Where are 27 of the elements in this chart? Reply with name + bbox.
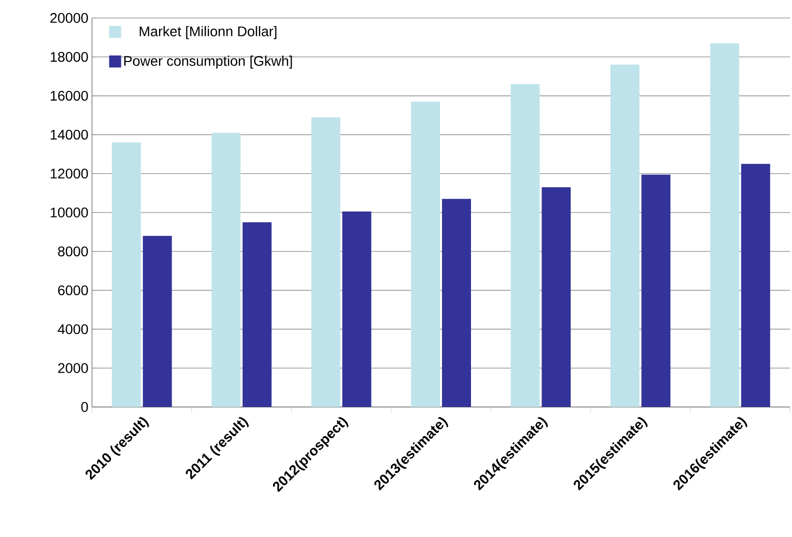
y-tick-label: 4000: [58, 324, 88, 334]
bar: [442, 198, 471, 407]
y-tick-label: 14000: [50, 130, 88, 140]
bar: [641, 174, 670, 407]
legend-label: Market [Milionn Dollar]: [140, 26, 276, 40]
y-tick-label: 18000: [50, 52, 88, 62]
y-tick-label: 8000: [58, 246, 88, 256]
bar: [411, 102, 440, 407]
bar: [510, 84, 540, 407]
bar: [610, 64, 640, 407]
bar: [212, 132, 241, 407]
y-tick-label: 2000: [58, 363, 88, 374]
y-tick-label: 0: [81, 402, 88, 412]
bar: [342, 212, 372, 407]
bar: [710, 43, 740, 407]
y-tick-label: 20000: [50, 13, 88, 23]
bar: [542, 187, 571, 407]
legend-label: Power consumption [Gkwh]: [124, 56, 292, 69]
bar: [311, 117, 340, 407]
y-tick-label: 6000: [58, 285, 88, 296]
bar: [242, 222, 272, 407]
bar: [142, 236, 172, 407]
bar: [741, 164, 770, 407]
y-tick-label: 12000: [50, 168, 88, 179]
y-tick-label: 10000: [50, 208, 88, 218]
y-tick-label: 16000: [50, 90, 88, 101]
bar: [112, 142, 141, 407]
